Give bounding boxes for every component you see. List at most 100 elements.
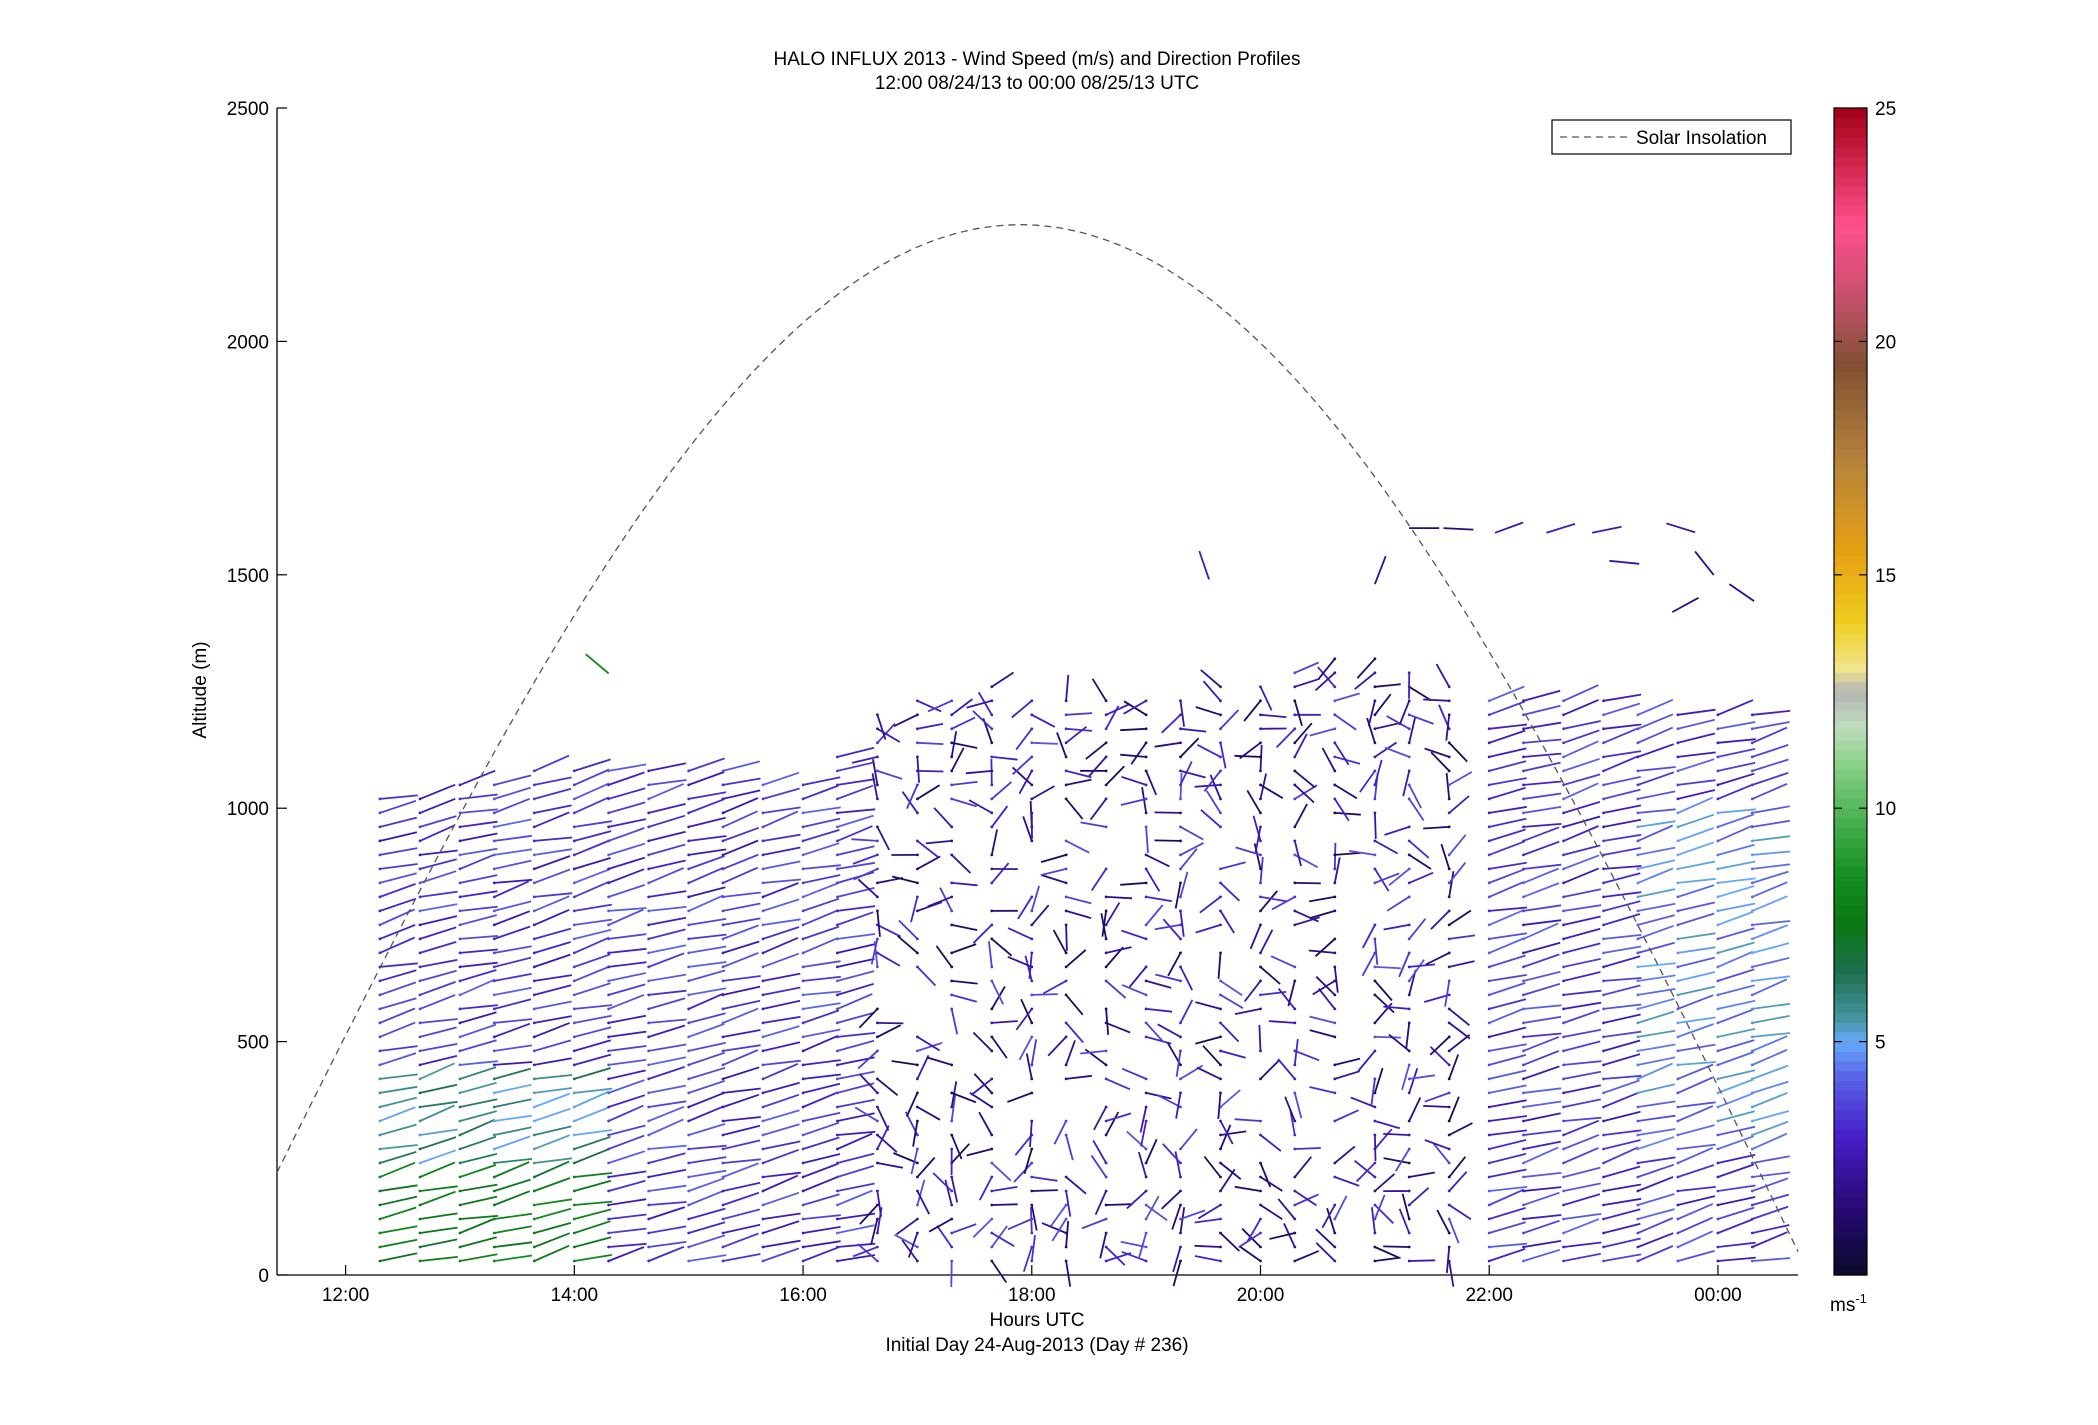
wind-barb-dot [1333,1259,1337,1263]
wind-barb [837,845,875,856]
colorbar-segment [1834,370,1867,381]
wind-barb-dot [761,979,765,983]
wind-barb [1105,1111,1120,1136]
wind-barb-dot [1447,1217,1451,1221]
wind-barb [1334,1176,1360,1187]
wind-barb [802,909,839,926]
wind-barb-dot [1030,1147,1034,1151]
wind-barb-dot [1447,881,1451,885]
wind-barb [802,1240,841,1248]
x-tick-label: 00:00 [1694,1285,1742,1306]
colorbar-segment [1834,1177,1867,1189]
wind-barb-dot [721,1091,725,1095]
wind-barb-dot [1487,825,1491,829]
wind-barb-dot [1522,713,1525,717]
wind-barb-dot [876,1217,879,1221]
wind-barb [1677,758,1715,772]
wind-barb-dot [572,1175,576,1179]
wind-barb [916,1106,941,1121]
wind-barb [419,941,457,954]
wind-barb-dot [418,1119,422,1123]
wind-barb-dot [1104,923,1108,927]
wind-barb [1677,946,1716,954]
wind-barb [802,1226,841,1234]
wind-barb-dot [647,937,651,941]
colorbar-tick-label: 20 [1875,332,1896,353]
wind-barb-dot [761,1175,765,1179]
wind-barb-dot [1562,1049,1565,1053]
wind-barb [493,1161,530,1178]
wind-barb-dot [1602,951,1605,955]
wind-barb-dot [1602,965,1605,969]
wind-barb [1179,1128,1198,1150]
wind-barb [608,961,647,968]
wind-barb-dot [1716,755,1720,759]
wind-barb-dot [687,811,691,815]
wind-barb-dot [607,909,610,913]
wind-barb [1637,962,1676,968]
wind-barb-dot [1522,1217,1525,1221]
colorbar-segment [1834,1245,1867,1257]
wind-barb-dot [1219,909,1222,913]
wind-barb [762,986,801,996]
wind-barb-dot [532,993,536,997]
wind-barb [1374,1173,1395,1192]
wind-barb-dot [532,783,536,787]
wind-barb-dot [1636,797,1640,801]
wind-barb-dot [1636,1021,1640,1025]
wind-barb-dot [950,797,954,801]
wind-barb [534,1222,572,1234]
wind-barb [1349,850,1376,856]
wind-barb-dot [1030,727,1034,731]
wind-barb [608,947,647,954]
wind-barb-dot [721,1049,725,1053]
wind-barb [991,1036,1008,1059]
wind-barb [722,1191,760,1206]
wind-barb [459,820,498,828]
wind-barb [1217,1092,1222,1119]
wind-barb [533,754,570,772]
wind-barb-dot [1487,1231,1491,1235]
wind-barb-dot [1293,979,1297,983]
wind-barb [1717,1256,1756,1262]
wind-barb [1717,699,1754,716]
wind-barb [1751,924,1789,940]
wind-barb [534,1015,572,1024]
wind-barb-dot [458,1147,462,1151]
wind-barb [494,1018,533,1024]
wind-barb-dot [1179,853,1182,857]
wind-barb-dot [761,1063,765,1067]
wind-barb-dot [801,993,805,997]
wind-barb [876,1078,899,1096]
wind-barb-dot [647,769,651,773]
wind-barb-dot [1716,1245,1720,1249]
wind-barb-dot [1293,1259,1297,1263]
wind-barb-dot [1522,993,1525,997]
wind-barb [1488,1026,1527,1038]
wind-barb-dot [1259,1007,1262,1011]
wind-barb [688,1066,726,1080]
wind-barb [1356,658,1376,679]
wind-barb-dot [1373,1203,1377,1207]
wind-barb [917,723,944,730]
wind-barb [1333,1195,1348,1220]
wind-barb [1752,920,1791,926]
wind-barb [1294,882,1321,885]
wind-barb-dot [492,1217,496,1221]
wind-barb [950,747,965,772]
wind-barb-dot [1293,1091,1297,1095]
wind-barb [494,818,532,828]
wind-barb-dot [1562,741,1565,745]
wind-barb-dot [1602,783,1605,787]
wind-barb [951,924,978,931]
wind-barb [1179,700,1185,727]
wind-barb-dot [1259,797,1262,801]
wind-barb-dot [572,769,576,773]
wind-barb-dot [687,783,691,787]
wind-barb [1259,686,1273,711]
wind-barb-dot [1750,713,1754,717]
wind-barb [379,1161,416,1178]
wind-barb [1448,960,1475,968]
wind-barb-dot [1144,923,1148,927]
wind-barb-dot [1676,853,1680,857]
